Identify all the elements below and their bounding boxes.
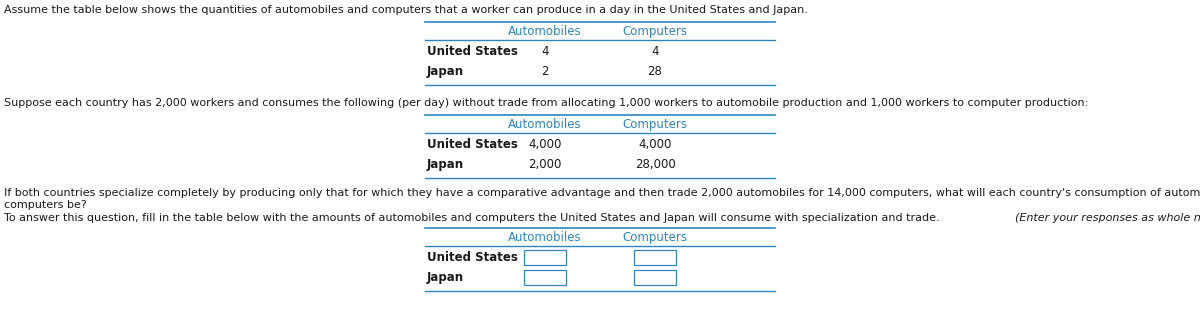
Text: Japan: Japan [427, 271, 464, 284]
Text: 28,000: 28,000 [635, 158, 676, 171]
Text: United States: United States [427, 45, 518, 58]
FancyBboxPatch shape [634, 270, 676, 285]
Text: 4: 4 [652, 45, 659, 58]
Text: Assume the table below shows the quantities of automobiles and computers that a : Assume the table below shows the quantit… [4, 5, 808, 15]
Text: Automobiles: Automobiles [508, 25, 582, 38]
Text: 4,000: 4,000 [528, 138, 562, 151]
Text: Suppose each country has 2,000 workers and consumes the following (per day) with: Suppose each country has 2,000 workers a… [4, 98, 1088, 108]
Text: Automobiles: Automobiles [508, 232, 582, 244]
Text: 4,000: 4,000 [638, 138, 672, 151]
Text: Computers: Computers [623, 25, 688, 38]
Text: 2: 2 [541, 65, 548, 78]
FancyBboxPatch shape [634, 250, 676, 265]
Text: 4: 4 [541, 45, 548, 58]
Text: Japan: Japan [427, 65, 464, 78]
Text: If both countries specialize completely by producing only that for which they ha: If both countries specialize completely … [4, 188, 1200, 198]
Text: 28: 28 [648, 65, 662, 78]
Text: computers be?: computers be? [4, 200, 86, 210]
FancyBboxPatch shape [524, 250, 566, 265]
Text: To answer this question, fill in the table below with the amounts of automobiles: To answer this question, fill in the tab… [4, 213, 940, 223]
Text: Computers: Computers [623, 232, 688, 244]
Text: (Enter your responses as whole numbers.): (Enter your responses as whole numbers.) [1008, 213, 1200, 223]
Text: Japan: Japan [427, 158, 464, 171]
Text: Computers: Computers [623, 118, 688, 131]
FancyBboxPatch shape [524, 270, 566, 285]
Text: 2,000: 2,000 [528, 158, 562, 171]
Text: United States: United States [427, 138, 518, 151]
Text: Automobiles: Automobiles [508, 118, 582, 131]
Text: United States: United States [427, 251, 518, 264]
